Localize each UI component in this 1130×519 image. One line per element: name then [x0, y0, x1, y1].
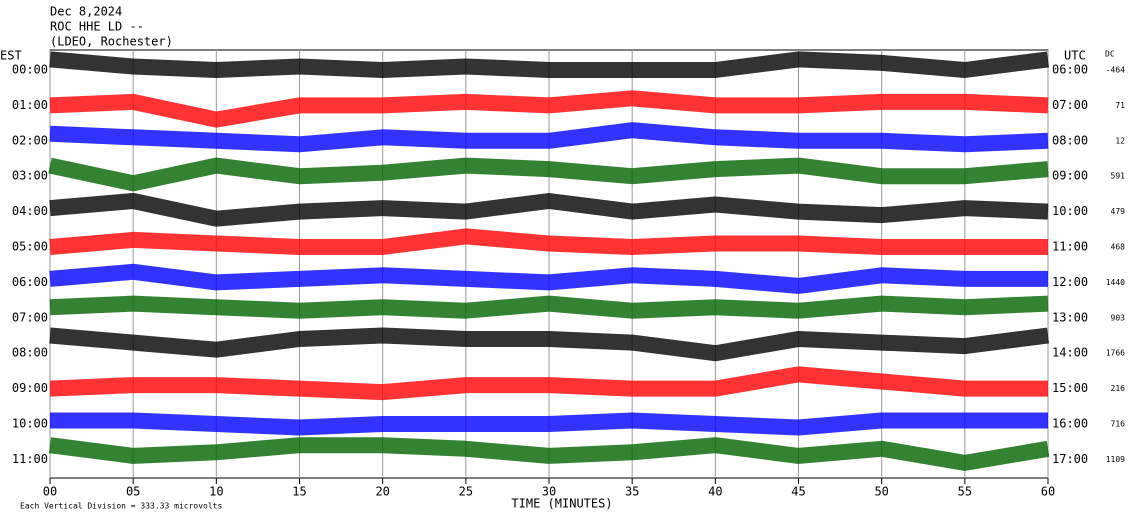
trace: [49, 228, 1048, 255]
x-tick-label: 60: [1041, 485, 1055, 499]
x-tick-label: 55: [958, 485, 972, 499]
est-label: 04:00: [12, 204, 48, 218]
utc-label: 06:00: [1052, 63, 1088, 77]
est-label: 09:00: [12, 381, 48, 395]
x-tick-label: 15: [292, 485, 306, 499]
dc-value: -464: [1106, 66, 1125, 75]
utc-label: 11:00: [1052, 240, 1088, 254]
chart-subtitle: (LDEO, Rochester): [50, 35, 173, 49]
x-axis-label: TIME (MINUTES): [511, 497, 612, 511]
x-tick-label: 50: [874, 485, 888, 499]
dc-value: 216: [1111, 384, 1126, 393]
est-label: 10:00: [12, 417, 48, 431]
dc-value: 1766: [1106, 349, 1125, 358]
x-tick-label: 35: [625, 485, 639, 499]
x-tick-label: 30: [542, 485, 556, 499]
est-label: 05:00: [12, 240, 48, 254]
dc-value: 1109: [1106, 455, 1125, 464]
x-tick-label: 45: [791, 485, 805, 499]
dc-value: 903: [1111, 313, 1126, 322]
trace: [49, 263, 1048, 294]
x-tick-label: 20: [375, 485, 389, 499]
est-label: 08:00: [12, 346, 48, 360]
x-tick-label: 40: [708, 485, 722, 499]
dc-value: 1440: [1106, 278, 1125, 287]
chart-subtitle: ROC HHE LD --: [50, 20, 144, 34]
est-label: 02:00: [12, 133, 48, 147]
dc-value: 591: [1111, 172, 1126, 181]
utc-label: 08:00: [1052, 133, 1088, 147]
utc-label: 10:00: [1052, 204, 1088, 218]
x-tick-label: 25: [459, 485, 473, 499]
x-tick-label: 05: [126, 485, 140, 499]
dc-value: 468: [1111, 243, 1126, 252]
trace: [49, 122, 1049, 153]
axis-label: UTC: [1064, 49, 1086, 63]
trace: [49, 90, 1049, 128]
est-label: 07:00: [12, 310, 48, 324]
x-tick-label: 00: [43, 485, 57, 499]
trace: [50, 412, 1048, 436]
trace: [48, 157, 1049, 192]
trace: [48, 437, 1050, 471]
utc-label: 15:00: [1052, 381, 1088, 395]
est-label: 01:00: [12, 98, 48, 112]
est-label: 03:00: [12, 169, 48, 183]
axis-label: EST: [0, 49, 22, 63]
est-label: 06:00: [12, 275, 48, 289]
utc-label: 07:00: [1052, 98, 1088, 112]
dc-value: 12: [1115, 136, 1125, 145]
x-tick-label: 10: [209, 485, 223, 499]
dc-value: 716: [1111, 420, 1126, 429]
utc-label: 14:00: [1052, 346, 1088, 360]
trace: [49, 193, 1049, 227]
chart-title: Dec 8,2024: [50, 5, 122, 19]
trace: [49, 366, 1048, 401]
trace: [49, 51, 1050, 78]
utc-label: 13:00: [1052, 310, 1088, 324]
dc-value: 71: [1115, 101, 1125, 110]
trace: [49, 295, 1049, 319]
utc-label: 09:00: [1052, 169, 1088, 183]
est-label: 00:00: [12, 63, 48, 77]
dc-label: DC: [1105, 50, 1115, 59]
utc-label: 12:00: [1052, 275, 1088, 289]
dc-value: 479: [1111, 207, 1126, 216]
footnote: Each Vertical Division = 333.33 microvol…: [20, 502, 222, 511]
est-label: 11:00: [12, 452, 48, 466]
utc-label: 16:00: [1052, 417, 1088, 431]
utc-label: 17:00: [1052, 452, 1088, 466]
trace: [49, 327, 1050, 362]
